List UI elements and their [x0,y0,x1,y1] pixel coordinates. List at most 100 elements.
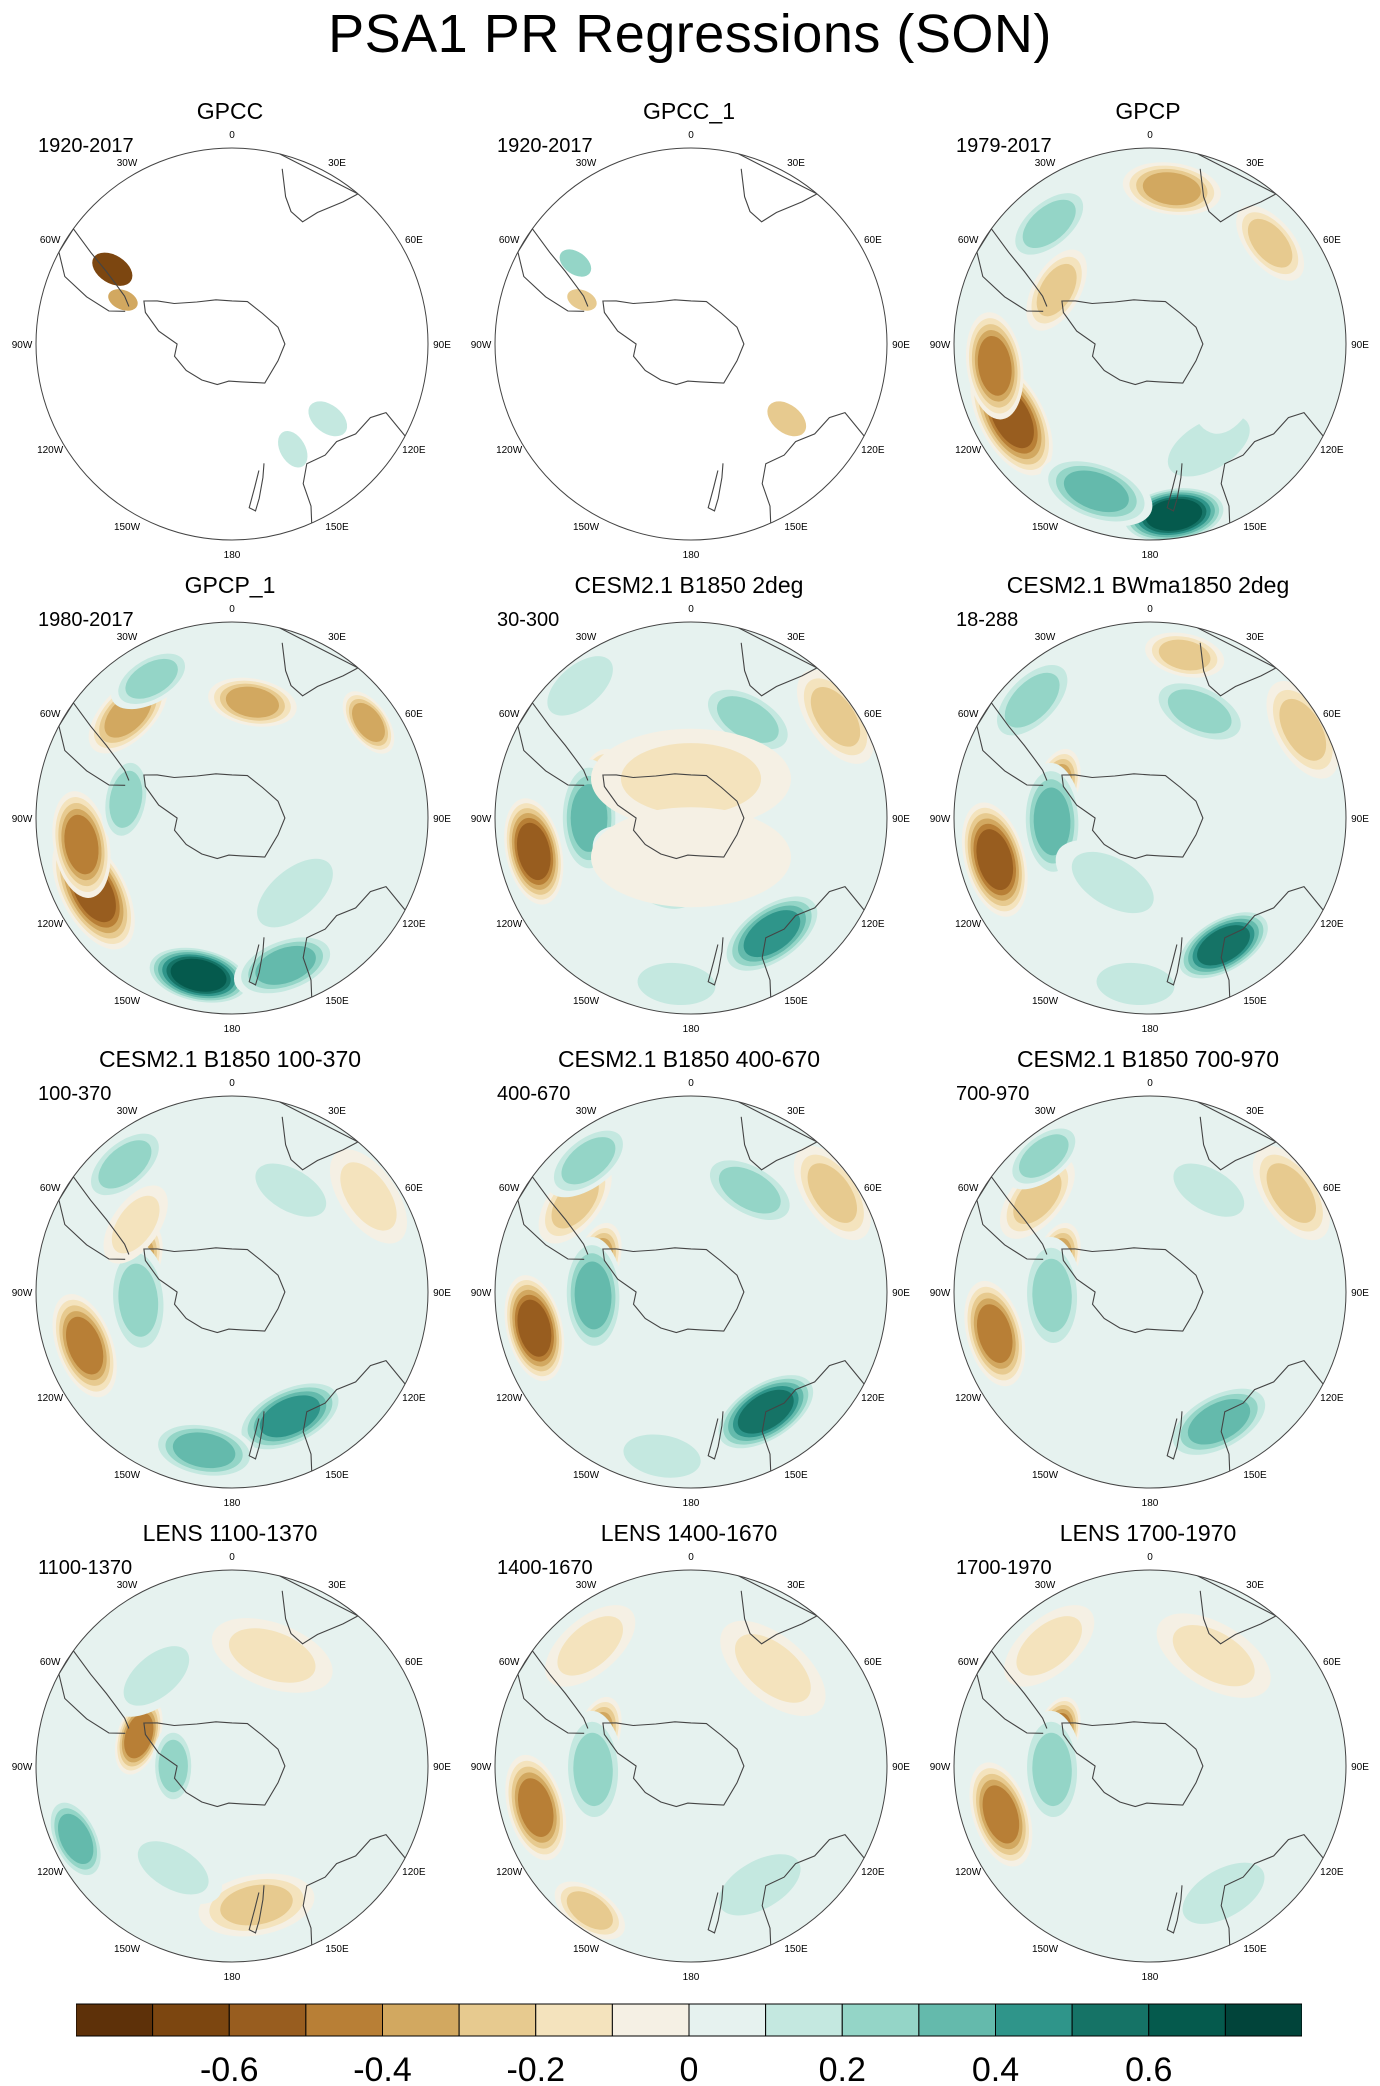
contour-fill [1173,1163,1245,1217]
contour-fill [982,1785,1020,1844]
longitude-label: 180 [1142,1024,1159,1035]
longitude-label: 90W [930,1288,951,1299]
coastline [302,885,406,998]
longitude-label: 60E [405,1657,423,1668]
polar-map: 0 30E 60E 90E 120E 150E 180 150W 120W 90W 60W 30W [12,1078,452,1509]
map-panel: 0 30E 60E 90E 120E 150E 180 150W 120W 90W 60W 30W GP… [0,96,460,570]
colorbar-swatch [382,2003,460,2037]
polar-map: 0 30E 60E 90E 120E 150E 180 150W 120W 90W 60W 30W [930,604,1370,1035]
contour-fill [124,1713,154,1759]
longitude-label: 120E [402,1867,426,1878]
longitude-label: 150W [114,996,141,1007]
panel-title: CESM2.1 B1850 100-370 [98,1046,362,1072]
polar-map: 0 30E 60E 90E 120E 150E 180 150W 120W 90W 60W 30W [471,1552,911,1983]
coastline [143,1247,286,1334]
longitude-label: 30W [576,158,597,169]
longitude-label: 150E [1243,522,1267,533]
longitude-label: 90W [12,1762,33,1773]
contour-fill [123,1646,190,1706]
longitude-label: 90W [930,340,951,351]
panel-period: 1700-1970 [956,1557,1052,1579]
polar-map: 0 30E 60E 90E 120E 150E 180 150W 120W 90W 60W 30W [12,1552,452,1983]
coastline [707,937,724,986]
longitude-label: 0 [1147,1078,1153,1089]
contour-fill [1247,218,1293,268]
panel-period: 1100-1370 [38,1557,133,1579]
coastline [1220,1833,1324,1946]
map-boundary [953,1569,1347,1963]
longitude-label: 90E [1351,1288,1369,1299]
contour-fill [977,335,1012,396]
land-precip-patch [278,430,308,468]
contour-fill [137,1841,209,1895]
longitude-label: 60W [958,1183,979,1194]
polar-map: 0 30E 60E 90E 120E 150E 180 150W 120W 90W 60W 30W [930,1552,1370,1983]
coastline [279,627,360,697]
contour-fill [172,1432,236,1469]
polar-map: 0 30E 60E 90E 120E 150E 180 150W 120W 90W 60W 30W [471,604,911,1035]
longitude-label: 60E [405,235,423,246]
panel-title: CESM2.1 B1850 400-670 [557,1046,821,1072]
coastline [302,1359,406,1472]
longitude-label: 0 [688,130,694,141]
longitude-label: 120W [496,1393,523,1404]
contour-fill [1032,1258,1072,1333]
longitude-label: 0 [688,604,694,615]
contour-fill [1266,1163,1316,1223]
longitude-label: 90E [433,340,451,351]
longitude-label: 30E [1246,1580,1264,1591]
longitude-label: 0 [1147,1552,1153,1563]
land-precip-patch [767,401,807,437]
longitude-label: 120W [955,1393,982,1404]
panel-title: CESM2.1 B1850 700-970 [1016,1046,1280,1072]
longitude-label: 150W [573,996,600,1007]
longitude-label: 30W [576,632,597,643]
longitude-label: 120E [402,919,426,930]
longitude-label: 120E [1320,1867,1344,1878]
panel-title: GPCP [1115,98,1181,124]
contour-fill [716,696,779,743]
coastline [761,1359,865,1472]
map-panel: 0 30E 60E 90E 120E 150E 180 150W 120W 90W 60W 30W CE… [459,1044,919,1518]
land-precip-patch [567,289,597,311]
panel-title: GPCC [196,98,264,124]
contour-fill [810,686,861,747]
longitude-label: 90W [930,1762,951,1773]
contour-fill [259,1395,321,1438]
contour-fill [125,658,178,699]
contour-fill [1158,639,1211,671]
colorbar: -0.6 -0.4 -0.2 0 0.2 0.4 0.6 [76,2003,1302,2086]
colorbar-swatch [152,2003,230,2037]
longitude-label: 90E [1351,814,1369,825]
longitude-label: 0 [229,1552,235,1563]
colorbar-swatch [841,2003,920,2037]
colorbar-tick-label: 0.6 [1125,2051,1172,2086]
longitude-label: 30W [1035,632,1056,643]
contour-fill [1004,672,1060,728]
longitude-label: 60E [864,1657,882,1668]
colorbar-swatch [305,2003,383,2037]
longitude-label: 120E [1320,445,1344,456]
contour-fill [1022,199,1076,249]
longitude-label: 60W [958,1657,979,1668]
contour-fill [64,814,99,875]
coastline [1220,411,1324,524]
coastline [761,885,865,998]
polar-map: 0 30E 60E 90E 120E 150E 180 150W 120W 90W 60W 30W [930,130,1370,561]
map-boundary [953,147,1347,541]
longitude-label: 150W [573,522,600,533]
map-panel: 0 30E 60E 90E 120E 150E 180 150W 120W 90W 60W 30W LE… [0,1518,460,1992]
contour-fill [66,1316,104,1375]
longitude-label: 180 [224,1024,241,1035]
contour-fill [1036,263,1077,317]
longitude-label: 30E [328,1580,346,1591]
longitude-label: 180 [683,550,700,561]
longitude-label: 60W [40,1183,61,1194]
longitude-label: 30E [1246,632,1264,643]
longitude-label: 180 [683,1498,700,1509]
contour-fill [620,743,762,815]
longitude-label: 30E [1246,1106,1264,1117]
panel-period: 1400-1670 [497,1557,593,1579]
panel-period: 700-970 [956,1083,1030,1105]
contour-fill [517,1299,552,1357]
